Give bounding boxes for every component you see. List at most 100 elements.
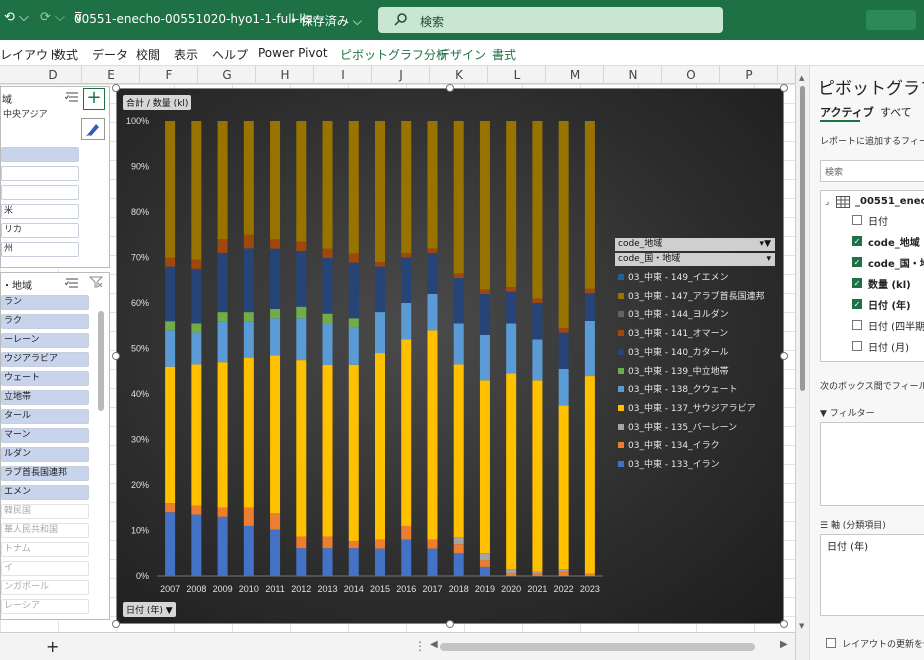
pivot-chart[interactable]: 合計 / 数量 (kl) 0% 10% 20% 30% 40% 50% 60% 70% 80% 9… [116, 88, 784, 624]
multi-select-icon[interactable] [65, 91, 79, 103]
slicer-item[interactable]: マーン [1, 428, 89, 443]
bar-segment[interactable] [401, 257, 412, 304]
slicer-item[interactable]: 韓民国 [1, 504, 89, 519]
column-header[interactable]: L [513, 68, 521, 82]
bar-segment[interactable] [453, 544, 464, 554]
field-label[interactable]: code_国・地 [868, 259, 924, 270]
slicer-item[interactable]: 州 [1, 242, 79, 257]
slicer-item[interactable]: ルダン [1, 447, 89, 462]
bar-segment[interactable] [348, 327, 359, 365]
column-header[interactable]: E [107, 68, 115, 82]
ribbon-tab[interactable]: ヘルプ [212, 48, 249, 62]
ribbon-tab[interactable]: データ [92, 48, 129, 62]
bar-segment[interactable] [243, 321, 254, 358]
resize-handle[interactable] [112, 84, 120, 92]
format-painter-button[interactable] [81, 118, 105, 140]
bar-segment[interactable] [243, 507, 254, 526]
slicer-item[interactable]: 華人民共和国 [1, 523, 89, 538]
bar-segment[interactable] [401, 539, 412, 576]
legend-field-button-country[interactable]: code_国・地域 ▾ [615, 253, 775, 266]
bar-segment[interactable] [427, 539, 438, 549]
account-button[interactable] [866, 10, 916, 30]
field-label[interactable]: code_地域 [868, 238, 920, 249]
field-checkbox[interactable] [852, 215, 862, 225]
axis-field-chip[interactable]: 日付 (年) [827, 542, 868, 553]
bar-segment[interactable] [165, 512, 176, 576]
field-label[interactable]: 日付 (四半期 [868, 322, 924, 333]
redo-icon[interactable]: ⟳ ⌵ [40, 10, 65, 25]
bar-segment[interactable] [427, 330, 438, 540]
ribbon-tab[interactable]: 表示 [174, 48, 199, 62]
resize-handle[interactable] [446, 620, 454, 628]
bar-segment[interactable] [270, 309, 281, 319]
slicer-item[interactable]: ウェート [1, 371, 89, 386]
field-search-input[interactable]: 検索 [820, 160, 924, 182]
slicer-item[interactable]: 立地帯 [1, 390, 89, 405]
bar-segment[interactable] [322, 257, 333, 314]
bar-segment[interactable] [427, 248, 438, 253]
bar-segment[interactable] [217, 362, 228, 508]
collapse-icon[interactable]: ⌟ [825, 197, 830, 207]
bar-segment[interactable] [191, 121, 202, 260]
field-label[interactable]: 日付 (月) [868, 343, 909, 354]
bar-segment[interactable] [165, 266, 176, 322]
bar-segment[interactable] [375, 121, 385, 263]
bar-segment[interactable] [217, 252, 228, 313]
bar-segment[interactable] [584, 320, 595, 377]
horizontal-scrollbar[interactable] [440, 643, 755, 651]
bar-segment[interactable] [532, 339, 543, 381]
bar-segment[interactable] [270, 248, 281, 310]
field-label[interactable]: 日付 (年) [868, 301, 911, 312]
bar-segment[interactable] [453, 537, 464, 545]
tab-all[interactable]: すべて [880, 106, 912, 119]
field-label[interactable]: 数量 (kl) [868, 280, 911, 291]
legend-item[interactable]: 03_中東 - 134_イラク [618, 440, 720, 452]
axis-field-button[interactable]: 日付 (年) ▼ [123, 602, 176, 617]
bar-segment[interactable] [243, 525, 254, 576]
bar-segment[interactable] [348, 318, 359, 328]
bar-segment[interactable] [270, 513, 281, 530]
slicer-item[interactable]: ラブ首長国連邦 [1, 466, 89, 481]
pane-scrollbar[interactable]: ▲ ▼ [796, 66, 810, 660]
column-header[interactable]: O [686, 68, 696, 82]
column-header[interactable]: P [745, 68, 753, 82]
bar-segment[interactable] [191, 514, 202, 576]
legend-item[interactable]: 03_中東 - 138_クウェート [618, 384, 738, 396]
bar-segment[interactable] [427, 121, 438, 249]
slicer-item[interactable] [1, 166, 79, 181]
bar-segment[interactable] [427, 548, 438, 576]
bar-segment[interactable] [270, 318, 281, 356]
bar-segment[interactable] [375, 548, 385, 576]
bar-segment[interactable] [296, 318, 307, 361]
field-checkbox[interactable]: ✓ [852, 236, 862, 246]
save-status[interactable]: • 保存済み ⌵ [290, 14, 362, 28]
slicer-item[interactable]: エメン [1, 485, 89, 500]
column-header[interactable]: H [280, 68, 290, 82]
slicer-item[interactable]: ウジアラビア [1, 352, 89, 367]
bar-segment[interactable] [296, 306, 307, 319]
ribbon-tab[interactable]: デザイン [438, 48, 487, 62]
bar-segment[interactable] [191, 259, 202, 269]
legend-item[interactable]: 03_中東 - 141_オマーン [618, 328, 728, 340]
search-input[interactable]: 検索 [378, 7, 723, 33]
field-label[interactable]: 日付 [868, 217, 888, 228]
bar-segment[interactable] [401, 339, 412, 526]
ribbon-tab[interactable]: 書式 [492, 48, 517, 62]
multi-select-icon[interactable] [65, 277, 79, 289]
bar-segment[interactable] [165, 330, 176, 367]
bar-segment[interactable] [532, 380, 543, 572]
bar-segment[interactable] [322, 313, 333, 323]
bar-segment[interactable] [401, 252, 412, 258]
bar-segment[interactable] [479, 334, 490, 381]
slicer-item[interactable]: ラク [1, 314, 89, 329]
bar-segment[interactable] [375, 312, 385, 354]
bar-segment[interactable] [217, 516, 228, 576]
slicer-item[interactable]: タール [1, 409, 89, 424]
column-header[interactable]: M [569, 68, 581, 82]
axis-drop-area[interactable]: 日付 (年) [820, 534, 924, 616]
bar-segment[interactable] [479, 566, 490, 576]
bar-segment[interactable] [453, 553, 464, 576]
table-name[interactable]: _00551_enech [855, 196, 924, 207]
bar-segment[interactable] [584, 573, 595, 576]
bar-segment[interactable] [296, 241, 307, 251]
